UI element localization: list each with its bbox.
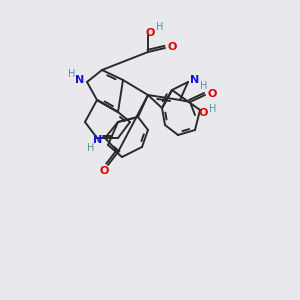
Text: O: O — [145, 28, 155, 38]
Text: H: H — [200, 81, 208, 91]
Text: H: H — [209, 104, 217, 114]
Text: O: O — [207, 89, 217, 99]
Text: N: N — [75, 75, 85, 85]
Text: N: N — [190, 75, 200, 85]
Text: H: H — [87, 143, 95, 153]
Text: O: O — [167, 42, 177, 52]
Text: H: H — [68, 69, 76, 79]
Text: O: O — [198, 108, 208, 118]
Text: N: N — [93, 135, 103, 145]
Text: O: O — [99, 166, 109, 176]
Text: H: H — [156, 22, 164, 32]
